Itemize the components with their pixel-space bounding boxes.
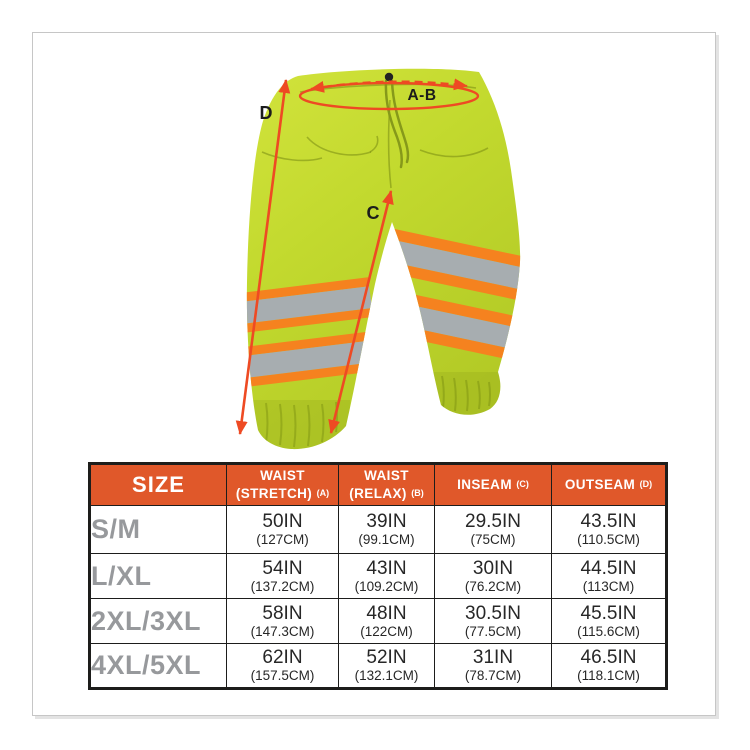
column-header-waist-relax: WAIST (RELAX) (B) [338,463,435,506]
value-cell: 39IN (99.1CM) [338,505,435,554]
value-cell: 43IN (109.2CM) [338,553,435,599]
inseam-label: C [367,203,380,223]
measurement-annotations: D C A-B [235,78,480,435]
outseam-label: D [260,103,273,123]
outseam-arrow [235,79,291,435]
size-chart: SIZE WAIST (STRETCH) (A) WAIST (RELAX) (… [88,462,668,690]
header-row: SIZE WAIST (STRETCH) (A) WAIST (RELAX) (… [89,463,667,506]
value-cell: 29.5IN (75CM) [434,505,552,554]
value-cell: 46.5IN (118.1CM) [551,643,667,689]
size-label: 4XL/5XL [89,643,227,689]
value-cell: 30.5IN (77.5CM) [434,598,552,644]
grommet [384,72,394,82]
value-cell: 45.5IN (115.6CM) [551,598,667,644]
column-header-inseam: INSEAM (C) [434,463,552,506]
table-row: L/XL 54IN (137.2CM) 43IN (109.2CM) 30IN … [89,553,667,599]
pants-illustration [246,68,521,450]
column-header-size: SIZE [89,463,227,506]
value-cell: 54IN (137.2CM) [226,553,339,599]
drawstring [384,79,410,169]
waist-dashed-arrow [310,78,468,93]
value-cell: 52IN (132.1CM) [338,643,435,689]
inseam-arrow [328,190,394,434]
waist-label: A-B [407,87,436,104]
value-cell: 58IN (147.3CM) [226,598,339,644]
value-cell: 62IN (157.5CM) [226,643,339,689]
table-row: 4XL/5XL 62IN (157.5CM) 52IN (132.1CM) 31… [89,643,667,689]
column-header-outseam: OUTSEAM (D) [551,463,667,506]
size-label: S/M [89,505,227,554]
column-header-waist-stretch: WAIST (STRETCH) (A) [226,463,339,506]
value-cell: 50IN (127CM) [226,505,339,554]
value-cell: 48IN (122CM) [338,598,435,644]
size-chart-table: SIZE WAIST (STRETCH) (A) WAIST (RELAX) (… [88,462,668,690]
table-row: S/M 50IN (127CM) 39IN (99.1CM) 29.5IN (7… [89,505,667,554]
size-label: L/XL [89,553,227,599]
value-cell: 30IN (76.2CM) [434,553,552,599]
value-cell: 31IN (78.7CM) [434,643,552,689]
table-row: 2XL/3XL 58IN (147.3CM) 48IN (122CM) 30.5… [89,598,667,644]
value-cell: 43.5IN (110.5CM) [551,505,667,554]
value-cell: 44.5IN (113CM) [551,553,667,599]
size-label: 2XL/3XL [89,598,227,644]
